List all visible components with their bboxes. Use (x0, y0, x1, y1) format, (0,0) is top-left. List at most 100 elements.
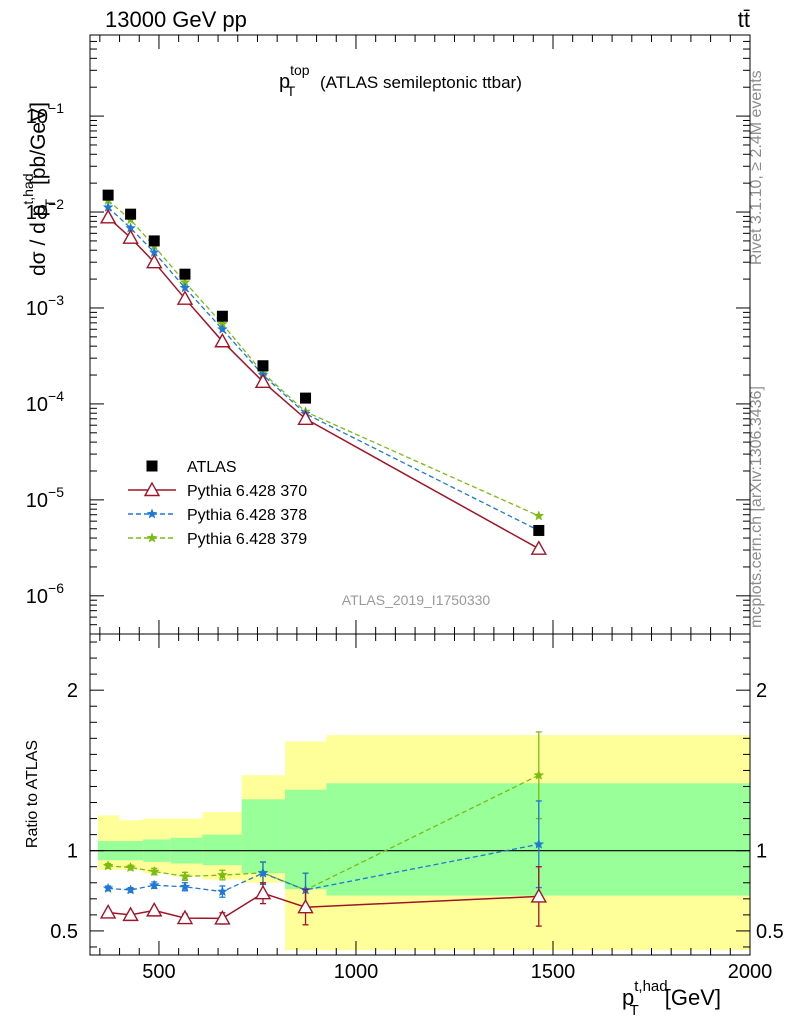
main-data-point (179, 282, 191, 293)
legend-entry: Pythia 6.428 379 (128, 531, 307, 548)
ratio-panel: 0.5 0.5 1 1 2 2 500 1000 1500 2000 Ratio to ATLAS… (24, 633, 784, 1019)
ratio-y-tick-label-right: 0.5 (756, 921, 784, 943)
ratio-data-point (533, 769, 545, 780)
rivet-label: Rivet 3.1.10, ≥ 2.4M events (748, 70, 765, 265)
ratio-inner-band (202, 834, 242, 866)
ratio-xlabel-unit: [GeV] (665, 985, 721, 1010)
legend-marker (146, 508, 158, 519)
legend-entry: ATLAS (146, 459, 237, 476)
legend-label: Pythia 6.428 370 (187, 483, 307, 500)
main-data-point (102, 189, 114, 201)
ratio-y-tick-label: 0.5 (50, 921, 78, 943)
main-y-tick-exp: −1 (48, 100, 64, 116)
main-series-atlas (102, 189, 545, 536)
main-y-tick-label: 10−5 (26, 484, 64, 512)
ratio-data-point (99, 904, 117, 919)
main-series-370 (99, 208, 547, 555)
main-data-point (257, 360, 269, 372)
main-y-tick-exp: −6 (48, 580, 64, 596)
ratio-data-point (179, 870, 191, 881)
main-data-point (533, 510, 545, 521)
main-ylabel-sup: t,had (20, 174, 36, 205)
main-y-tick-label: 10−4 (26, 388, 64, 416)
main-title-rest: (ATLAS semileptonic ttbar) (320, 73, 522, 92)
main-series-line (107, 206, 540, 532)
legend-label: Pythia 6.428 378 (187, 507, 307, 524)
ratio-data-point (125, 861, 136, 873)
main-ylabel: dσ / d pt,had T [pb/GeV] (20, 102, 58, 276)
main-data-point (297, 410, 314, 425)
ratio-frame (89, 633, 751, 956)
ratio-y-tick-label-right: 1 (756, 841, 767, 863)
legend-entry: Pythia 6.428 370 (128, 481, 307, 500)
ratio-x-tick-label: 1000 (334, 961, 379, 983)
main-ylabel-unit: [pb/GeV] (27, 102, 50, 185)
main-data-point (122, 229, 139, 244)
ratio-data-point (122, 906, 139, 922)
main-ylabel-sub: T (42, 199, 58, 208)
main-axis-ticks: 10−610−510−410−310−210−1 (26, 35, 751, 635)
main-y-tick-exp: −5 (48, 484, 64, 500)
main-y-tick-exp: −3 (48, 292, 64, 308)
ratio-data-point (176, 909, 194, 925)
ratio-x-tick-label: 2000 (728, 961, 773, 983)
main-data-point (254, 373, 272, 389)
ratio-x-tick-label: 1500 (531, 961, 576, 983)
ratio-x-tick-label: 500 (142, 961, 175, 983)
main-data-point (99, 208, 117, 224)
analysis-watermark: ATLAS_2019_I1750330 (342, 592, 491, 608)
ratio-y-tick-label-right: 2 (756, 680, 767, 702)
ratio-data-point (148, 879, 160, 890)
main-data-point (300, 392, 312, 404)
main-y-tick-label: 10−1 (26, 100, 64, 128)
main-data-point (530, 540, 547, 555)
ratio-data-point (530, 887, 547, 903)
main-y-tick-exp: −2 (48, 196, 64, 212)
main-y-tick-base: 10 (26, 298, 48, 320)
main-y-tick-base: 10 (26, 106, 48, 128)
main-data-point (146, 253, 163, 269)
main-title-sub: T (287, 83, 296, 99)
ratio-xlabel: pt,had T [GeV] (622, 978, 721, 1019)
main-y-tick-base: 10 (26, 586, 48, 608)
main-y-tick-exp: −4 (48, 388, 64, 404)
ratio-data-point (216, 885, 228, 897)
mcplots-label: mcplots.cern.ch [arXiv:1306.3436] (748, 386, 765, 628)
main-y-tick-base: 10 (26, 202, 48, 224)
legend-label: Pythia 6.428 379 (187, 531, 307, 548)
ratio-data-point (254, 884, 272, 900)
ratio-data-point (102, 860, 114, 871)
ratio-ylabel: Ratio to ATLAS (24, 740, 41, 848)
legend-label: ATLAS (187, 459, 237, 476)
ratio-data-point (297, 898, 314, 914)
main-data-point (533, 524, 545, 536)
main-y-tick-label: 10−3 (26, 292, 64, 320)
ratio-xlabel-sup: t,had (634, 978, 667, 995)
legend-marker (143, 481, 161, 497)
ratio-data-point (216, 869, 228, 880)
ratio-inner-band (241, 799, 286, 874)
ratio-axis-ticks: 0.5 0.5 1 1 2 2 500 1000 1500 2000 (50, 634, 784, 983)
main-data-point (148, 235, 160, 247)
ratio-data-point (102, 882, 114, 893)
ratio-data-point (533, 838, 545, 849)
ratio-data-point (146, 901, 163, 917)
ratio-y-tick-label: 2 (67, 680, 78, 702)
ratio-data-point (257, 867, 269, 878)
legend-entry: Pythia 6.428 378 (128, 507, 307, 524)
main-data-point (216, 323, 228, 334)
ratio-data-point (179, 881, 191, 892)
legend: ATLAS Pythia 6.428 370 Pythia 6.428 378 Pyt… (128, 459, 307, 548)
main-ylabel-main: dσ / d p (27, 205, 50, 276)
ratio-data-point (125, 884, 136, 895)
ratio-xlabel-sub: T (630, 1002, 639, 1019)
main-data-point (179, 268, 191, 280)
ratio-y-tick-label: 1 (67, 841, 78, 863)
main-y-tick-label: 10−2 (26, 196, 64, 224)
main-data-point (176, 290, 194, 305)
main-data-point (214, 332, 231, 348)
main-series-layer (99, 189, 547, 555)
main-panel: 10−610−510−410−310−210−1 ptop T (ATLAS se… (20, 34, 751, 635)
header-right: tt̄ (738, 7, 750, 32)
